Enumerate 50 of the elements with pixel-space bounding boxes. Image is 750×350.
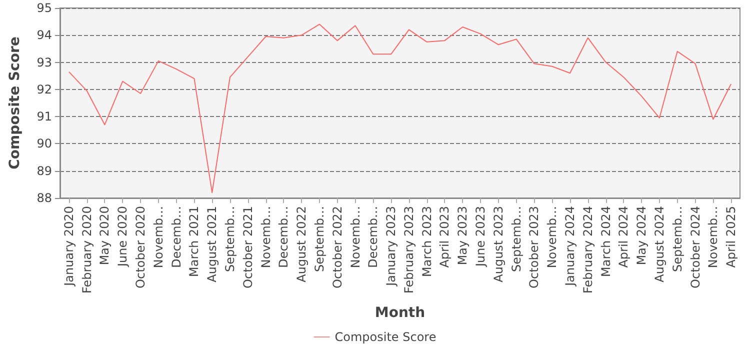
x-tick-label: Decemb… xyxy=(276,206,291,268)
x-tick-label: October 2020 xyxy=(134,206,148,288)
x-tick-label: January 2024 xyxy=(563,206,577,287)
y-tick-label: 94 xyxy=(36,28,52,42)
x-tick-label: October 2024 xyxy=(688,206,702,288)
x-axis-title: Month xyxy=(374,305,426,321)
x-tick-label: February 2024 xyxy=(580,206,595,294)
y-tick-label: 92 xyxy=(36,82,52,96)
x-tick-label: February 2020 xyxy=(80,206,94,294)
y-tick-label: 89 xyxy=(36,164,52,178)
x-tick-label: August 2022 xyxy=(294,206,309,282)
x-tick-label: March 2023 xyxy=(420,206,434,277)
x-tick-label: May 2024 xyxy=(634,206,649,266)
y-tick-label: 93 xyxy=(36,55,52,70)
x-tick-label: August 2024 xyxy=(652,206,666,282)
x-tick-label: October 2023 xyxy=(527,206,542,288)
legend-label: Composite Score xyxy=(334,330,436,344)
y-tick-label: 91 xyxy=(36,110,52,124)
line-series xyxy=(68,24,732,194)
x-tick-label: April 2023 xyxy=(438,206,452,268)
x-tick-label: June 2023 xyxy=(474,206,488,268)
y-axis-title: Composite Score xyxy=(7,36,23,170)
x-tick-label: Novemb… xyxy=(706,206,720,268)
x-tick-label: February 2023 xyxy=(402,206,416,294)
x-tick-label: August 2021 xyxy=(205,206,220,282)
x-tick-label: March 2024 xyxy=(598,206,613,277)
x-tick-label: August 2023 xyxy=(491,206,506,282)
y-tick-label: 90 xyxy=(36,136,52,151)
x-tick-label: Septemb… xyxy=(312,206,326,272)
x-tick-label: October 2021 xyxy=(240,206,255,288)
x-tick-label: May 2023 xyxy=(456,206,470,266)
x-tick-label: Septemb… xyxy=(509,206,524,272)
x-tick-label: April 2025 xyxy=(724,206,738,268)
x-tick-label: April 2024 xyxy=(616,206,631,268)
x-tick-label: Novemb… xyxy=(151,206,166,268)
y-tick-label: 88 xyxy=(36,191,52,205)
y-tick-label: 95 xyxy=(36,1,52,15)
x-tick-label: May 2020 xyxy=(98,206,112,266)
x-tick-label: January 2023 xyxy=(384,206,398,287)
x-tick-label: Septemb… xyxy=(670,206,684,272)
x-tick-label: Novemb… xyxy=(348,206,362,268)
x-tick-label: June 2020 xyxy=(116,206,130,268)
x-tick-label: January 2020 xyxy=(62,206,76,287)
x-tick-label: Novemb… xyxy=(258,206,273,268)
x-tick-label: March 2021 xyxy=(187,206,202,277)
x-tick-label: October 2022 xyxy=(330,206,344,288)
x-tick-label: Septemb… xyxy=(223,206,237,272)
x-tick-label: Novemb… xyxy=(545,206,560,268)
x-tick-label: Decemb… xyxy=(366,206,380,268)
x-tick-label: Decemb… xyxy=(169,206,184,268)
